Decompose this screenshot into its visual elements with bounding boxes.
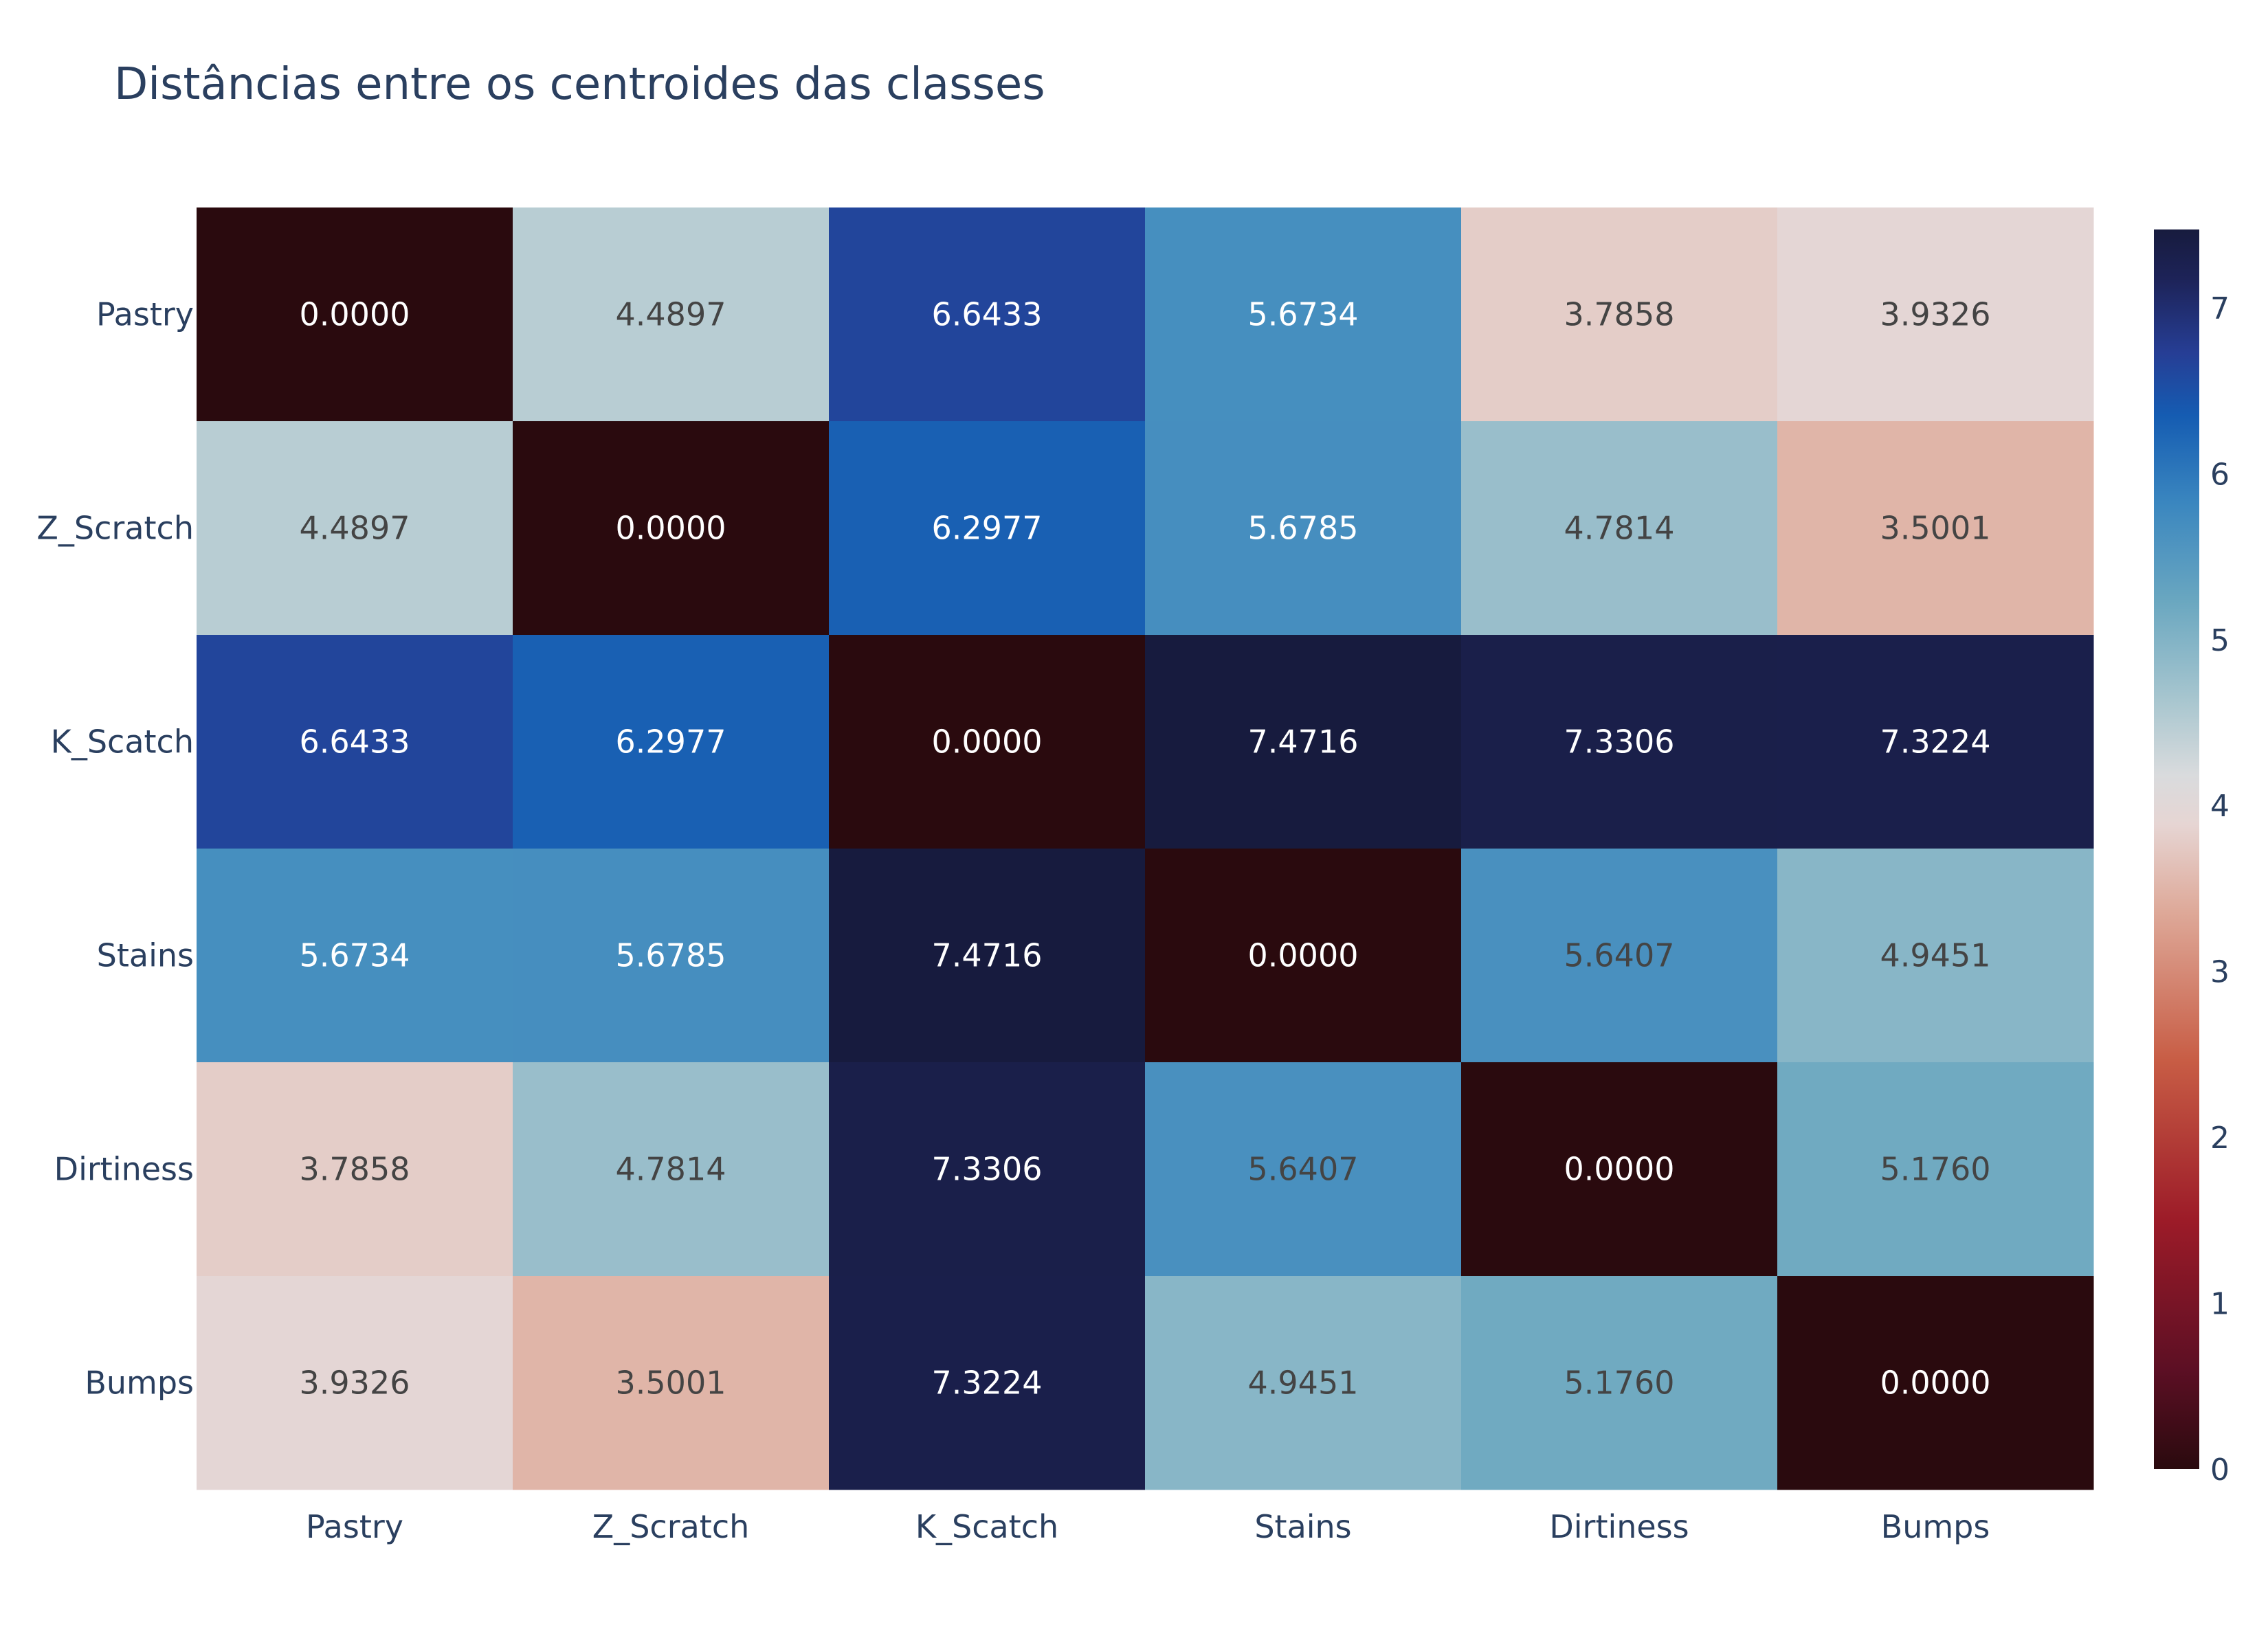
colorbar: 0 1 2 3 4 5 6 7: [2154, 229, 2230, 1488]
heatmap-value-label: 5.6734: [1248, 296, 1359, 333]
heatmap-value-label: 0.0000: [932, 723, 1043, 761]
heatmap-value-label: 7.3224: [932, 1365, 1043, 1402]
colorbar-tick-label: 2: [2210, 1121, 2230, 1156]
colorbar-tick-label: 0: [2210, 1452, 2230, 1488]
heatmap-value-label: 3.5001: [616, 1365, 726, 1402]
heatmap-value-label: 7.4716: [932, 937, 1043, 974]
heatmap-value-label: 7.4716: [1248, 723, 1359, 761]
x-tick-stains: Stains: [1254, 1508, 1351, 1545]
heatmap-value-label: 3.7858: [1564, 296, 1675, 333]
heatmap-value-label: 5.1760: [1880, 1151, 1991, 1188]
heatmap-value-label: 3.5001: [1880, 510, 1991, 547]
heatmap-value-label: 4.4897: [300, 510, 410, 547]
heatmap-value-label: 0.0000: [1880, 1365, 1991, 1402]
heatmap-value-label: 0.0000: [1248, 937, 1359, 974]
heatmap-value-label: 3.7858: [300, 1151, 410, 1188]
x-tick-pastry: Pastry: [306, 1508, 403, 1545]
colorbar-tick-label: 3: [2210, 955, 2230, 990]
heatmap-value-label: 4.7814: [616, 1151, 726, 1188]
x-tick-z-scratch: Z_Scratch: [592, 1508, 750, 1545]
heatmap-value-label: 4.9451: [1248, 1365, 1359, 1402]
chart-title: Distâncias entre os centroides das class…: [114, 59, 1045, 110]
heatmap-value-label: 5.1760: [1564, 1365, 1675, 1402]
colorbar-tick-label: 7: [2210, 291, 2230, 326]
x-tick-k-scatch: K_Scatch: [915, 1508, 1058, 1545]
x-axis-ticks: Pastry Z_Scratch K_Scatch Stains Dirtiness Bu…: [306, 1508, 1990, 1545]
heatmap-value-label: 4.9451: [1880, 937, 1991, 974]
heatmap-value-label: 6.6433: [300, 723, 410, 761]
heatmap-value-label: 6.2977: [932, 510, 1043, 547]
colorbar-tick-label: 1: [2210, 1287, 2230, 1322]
heatmap-value-label: 7.3224: [1880, 723, 1991, 761]
heatmap-value-label: 6.6433: [932, 296, 1043, 333]
y-axis-ticks: Pastry Z_Scratch K_Scatch Stains Dirtiness Bu…: [36, 296, 194, 1402]
heatmap-value-label: 3.9326: [1880, 296, 1991, 333]
y-tick-bumps: Bumps: [85, 1365, 194, 1402]
heatmap-value-label: 5.6407: [1564, 937, 1675, 974]
heatmap-value-label: 5.6407: [1248, 1151, 1359, 1188]
colorbar-tick-label: 6: [2210, 457, 2230, 492]
heatmap-value-label: 5.6734: [300, 937, 410, 974]
heatmap-value-label: 0.0000: [300, 296, 410, 333]
y-tick-pastry: Pastry: [96, 296, 194, 333]
x-tick-dirtiness: Dirtiness: [1549, 1508, 1689, 1545]
colorbar-gradient: [2154, 229, 2199, 1469]
heatmap-value-label: 0.0000: [616, 510, 726, 547]
y-tick-k-scatch: K_Scatch: [51, 723, 194, 761]
heatmap-cells: [197, 207, 2094, 1490]
x-tick-bumps: Bumps: [1881, 1508, 1990, 1545]
y-tick-z-scratch: Z_Scratch: [36, 510, 194, 547]
heatmap-value-label: 5.6785: [1248, 510, 1359, 547]
heatmap-value-label: 6.2977: [616, 723, 726, 761]
colorbar-tick-label: 4: [2210, 789, 2230, 824]
heatmap-value-label: 7.3306: [1564, 723, 1675, 761]
heatmap-value-label: 0.0000: [1564, 1151, 1675, 1188]
y-tick-stains: Stains: [97, 937, 194, 974]
heatmap-value-label: 7.3306: [932, 1151, 1043, 1188]
heatmap-value-label: 3.9326: [300, 1365, 410, 1402]
heatmap-value-label: 4.4897: [616, 296, 726, 333]
heatmap-value-label: 4.7814: [1564, 510, 1675, 547]
colorbar-tick-label: 5: [2210, 623, 2230, 658]
heatmap-value-label: 5.6785: [616, 937, 726, 974]
y-tick-dirtiness: Dirtiness: [54, 1151, 194, 1188]
